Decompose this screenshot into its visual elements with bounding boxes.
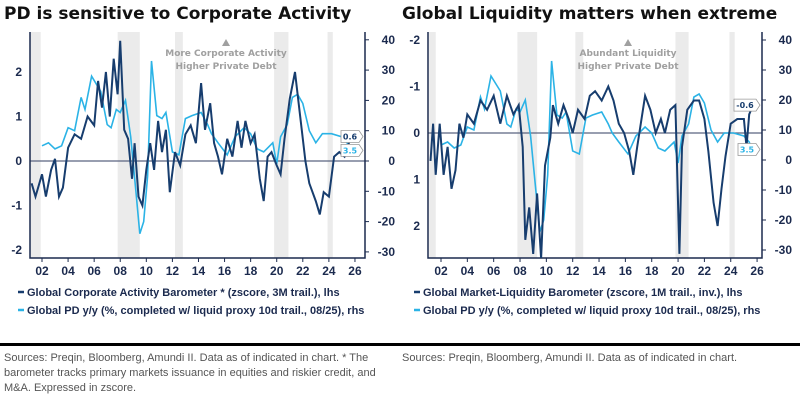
axis-frame — [427, 32, 763, 259]
x-tick-label: 08 — [513, 264, 527, 278]
x-tick-label: 20 — [671, 264, 685, 278]
y-right-tick-label: 10 — [382, 124, 396, 138]
y-left-tick-label: 2 — [413, 219, 420, 233]
x-tick-label: 26 — [348, 264, 362, 278]
annotation-line-2: Higher Private Debt — [577, 62, 679, 72]
chart-title-left: PD is sensitive to Corporate Activity — [4, 4, 351, 24]
recession-shading — [517, 32, 538, 258]
x-tick-label: 16 — [619, 264, 633, 278]
x-tick-label: 22 — [698, 264, 712, 278]
y-right-tick-label: -30 — [775, 243, 793, 257]
x-tick-label: 14 — [192, 264, 206, 278]
y-left-tick-label: -2 — [409, 33, 420, 47]
series-line-rhs — [41, 60, 351, 234]
x-tick-label: 12 — [566, 264, 580, 278]
x-tick-label: 20 — [270, 264, 284, 278]
end-label-box — [737, 143, 761, 156]
y-right-tick-label: -20 — [378, 215, 396, 229]
up-triangle-icon — [222, 39, 230, 46]
x-tick-label: 06 — [487, 264, 501, 278]
y-right-tick-label: -10 — [775, 183, 793, 197]
y-left-tick-label: 1 — [15, 110, 22, 124]
y-right-tick-label: 20 — [382, 93, 396, 107]
x-tick-label: 18 — [244, 264, 258, 278]
end-label-lhs: -0.6 — [736, 101, 754, 110]
source-left-line-3: M&A. Expressed in zscore. — [4, 382, 136, 394]
recession-shading — [274, 32, 289, 258]
x-tick-label: 10 — [540, 264, 554, 278]
y-right-tick-label: 30 — [382, 63, 396, 77]
y-left-tick-label: 1 — [413, 173, 420, 187]
y-right-tick-label: -30 — [378, 245, 396, 259]
y-right-tick-label: 0 — [388, 154, 395, 168]
y-right-tick-label: 0 — [785, 153, 792, 167]
end-label-box — [733, 98, 761, 112]
source-left-line-1: Sources: Preqin, Bloomberg, Amundi II. D… — [4, 352, 368, 364]
recession-shading — [327, 32, 333, 258]
annotation-line-1: Abundant Liquidity — [579, 49, 676, 59]
y-left-tick-label: -1 — [11, 199, 22, 213]
end-label-rhs: 3.5 — [343, 146, 358, 155]
annotation-line-1: More Corporate Activity — [165, 49, 287, 59]
x-tick-label: 22 — [296, 264, 310, 278]
y-left-tick-label: -1 — [409, 80, 420, 94]
legend-label: Global Corporate Activity Barometer * (z… — [27, 287, 340, 299]
source-right: Sources: Preqin, Bloomberg, Amundi II. D… — [402, 352, 737, 364]
source-left-line-2: barometer tracks primary markets issuanc… — [4, 367, 376, 379]
end-label-box — [340, 143, 364, 157]
chart-title-right: Global Liquidity matters when extreme — [402, 4, 777, 24]
x-tick-label: 04 — [461, 264, 475, 278]
legend-label: Global PD y/y (%, completed w/ liquid pr… — [423, 305, 760, 317]
x-tick-label: 14 — [592, 264, 606, 278]
legend-label: Global PD y/y (%, completed w/ liquid pr… — [27, 305, 364, 317]
axis-frame — [29, 32, 366, 259]
x-tick-label: 12 — [166, 264, 180, 278]
x-tick-label: 06 — [87, 264, 101, 278]
end-label-lhs: 0.6 — [343, 133, 358, 142]
x-tick-label: 26 — [750, 264, 764, 278]
recession-shading — [175, 32, 183, 258]
x-tick-label: 10 — [140, 264, 154, 278]
y-left-tick-label: 2 — [15, 65, 22, 79]
x-tick-label: 24 — [724, 264, 738, 278]
x-tick-label: 08 — [114, 264, 128, 278]
x-tick-label: 04 — [61, 264, 75, 278]
end-label-box — [340, 130, 364, 143]
y-left-tick-label: 0 — [413, 126, 420, 140]
x-tick-label: 16 — [218, 264, 232, 278]
y-left-tick-label: 0 — [15, 154, 22, 168]
x-tick-label: 18 — [645, 264, 659, 278]
recession-shading — [575, 32, 584, 258]
recession-shading — [30, 32, 41, 258]
y-right-tick-label: 40 — [382, 33, 396, 47]
y-right-tick-label: -10 — [378, 184, 396, 198]
up-triangle-icon — [624, 39, 632, 46]
divider — [0, 343, 800, 346]
end-label-rhs: 3.5 — [740, 146, 755, 155]
x-tick-label: 24 — [322, 264, 336, 278]
y-right-tick-label: 20 — [779, 93, 793, 107]
series-line-lhs — [429, 83, 755, 258]
y-left-tick-label: -2 — [11, 243, 22, 257]
series-line-lhs — [30, 40, 352, 215]
x-tick-label: 02 — [434, 264, 448, 278]
x-tick-label: 02 — [35, 264, 49, 278]
y-right-tick-label: 40 — [779, 33, 793, 47]
y-right-tick-label: 30 — [779, 63, 793, 77]
annotation-line-2: Higher Private Debt — [175, 62, 277, 72]
legend-label: Global Market-Liquidity Barometer (zscor… — [423, 287, 742, 299]
recession-shading — [729, 32, 735, 258]
series-line-rhs — [440, 60, 753, 233]
y-right-tick-label: 10 — [779, 123, 793, 137]
y-right-tick-label: -20 — [775, 213, 793, 227]
